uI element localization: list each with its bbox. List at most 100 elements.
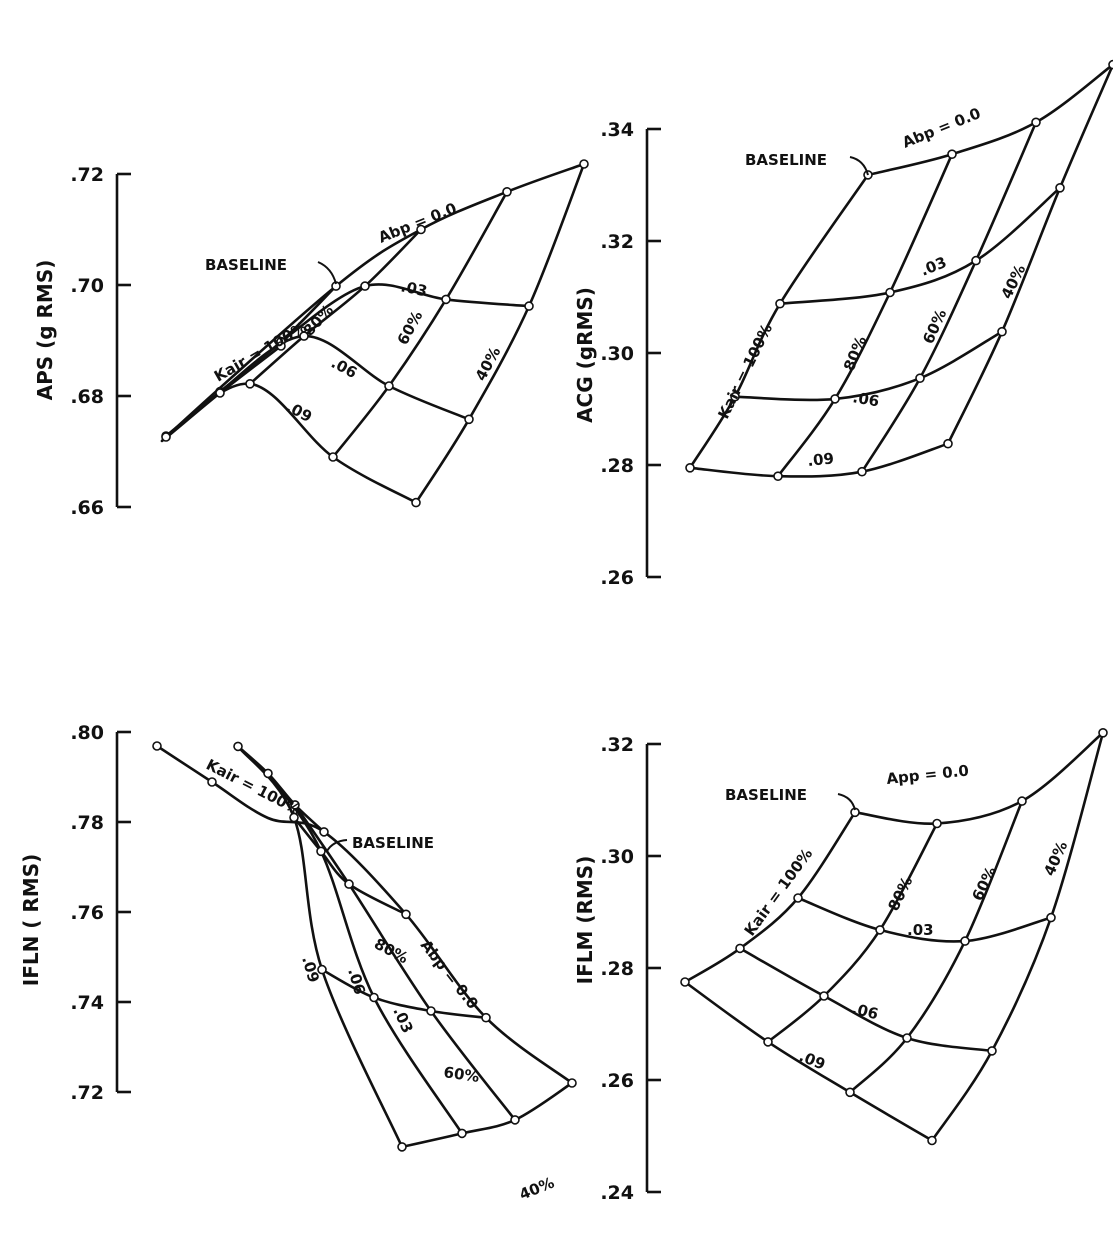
data-point [464,414,474,425]
abp-curve [739,947,993,1053]
ifln-panel: IFLN ( RMS) .80 .78 .76 .74 .72 BASELINE Abp… [19,722,577,1204]
data-point [775,298,785,309]
baseline-arrow [837,793,856,811]
y-tick-label: .28 [600,455,634,477]
abp-curve [160,162,585,443]
y-tick-label: .72 [70,1082,104,1104]
baseline-arrow [849,156,869,176]
data-point [426,1006,436,1016]
kair-curve [401,1081,573,1149]
data-point [481,1012,491,1023]
annotations: BASELINE Abp = 0.0 Kair = 100% 80% 60% 4… [205,199,504,426]
data-point [411,497,421,508]
y-tick-label: .30 [600,846,634,868]
kair-curve [292,816,407,916]
data-point [510,1115,520,1125]
data-point [730,391,740,402]
data-point [680,977,690,987]
data-point [971,255,981,266]
data-point [215,388,225,398]
y-axis-label: APS (g RMS) [33,260,57,401]
k60-label: 60% [394,308,427,348]
baseline-label: BASELINE [205,256,287,274]
data-point [960,936,970,946]
k60-label: 60% [442,1063,480,1086]
data-point [416,224,426,235]
surface-grid [152,741,577,1152]
kair-curve [688,174,870,469]
data-point [457,1128,467,1139]
abp-03-label: .03 [907,921,934,939]
data-point [502,187,512,197]
y-axis-label: IFLN ( RMS) [19,854,43,987]
abp-03-label: .03 [399,277,429,300]
surface-grid [160,159,589,508]
iflm-panel: IFLM (RMS) .32 .30 .28 .26 .24 BASELINE App … [573,727,1108,1204]
data-point [932,818,942,829]
y-tick-label: .72 [70,164,104,186]
y-tick-label: .66 [70,497,104,519]
abp-curve [867,63,1113,177]
kair-curve [946,64,1113,445]
data-point [524,301,534,311]
baseline-arrow [326,839,348,852]
kair-label: Kair = 100% [714,321,776,422]
y-axis-label: ACG (gRMS) [573,287,597,423]
k60-label: 60% [968,864,1000,904]
y-axis-label: IFLM (RMS) [573,856,597,985]
abp-curve [156,744,573,1085]
abp-curve [266,772,464,1135]
abp-curve [797,896,1052,943]
data-point [369,992,379,1003]
k80-label: 80% [300,301,337,340]
y-axis: .34 .32 .30 .28 .26 [600,119,661,589]
y-tick-label: .80 [70,722,104,744]
kair-curve [930,732,1105,1142]
baseline-label: BASELINE [725,786,807,804]
y-tick-label: .78 [70,812,104,834]
data-point [845,1087,855,1098]
abp-curve [854,731,1104,825]
abp-label: Abp = 0.0 [417,936,482,1012]
data-point [316,846,326,857]
y-tick-label: .30 [600,343,634,365]
data-point [319,827,329,837]
data-point [567,1078,577,1088]
data-point [161,432,171,442]
y-tick-label: .24 [600,1182,634,1204]
y-tick-label: .32 [600,231,634,253]
kair-curve [331,191,509,458]
k80-label: 80% [840,333,870,373]
data-point [773,471,783,482]
y-tick-label: .26 [600,1070,634,1092]
data-point [263,768,273,779]
data-point [997,326,1007,337]
data-point [1031,117,1041,128]
data-point [1017,796,1027,806]
abp-09-label: .09 [797,1047,828,1074]
surface-grid [680,727,1108,1146]
k40-label: 40% [997,262,1029,302]
abp-09-label: .09 [807,449,835,470]
data-point [1108,59,1113,70]
y-tick-label: .34 [600,119,634,141]
data-point [328,452,338,462]
data-point [1055,183,1065,193]
data-point [885,287,895,298]
abp-curve [684,980,933,1142]
y-axis: .72 .70 .68 .66 [70,164,131,519]
data-point [441,294,451,305]
data-point [299,331,309,341]
data-point [915,373,925,384]
abp-curve [689,442,949,478]
kair-curve [249,228,422,385]
data-point [927,1135,937,1146]
y-tick-label: .74 [70,992,104,1014]
data-point [245,378,255,389]
data-point [857,466,867,477]
kair-label: Kair = 100% [741,845,816,939]
kair-curve [684,811,857,984]
data-point [344,879,354,889]
data-point [290,800,300,810]
abp-curve [734,330,1003,402]
